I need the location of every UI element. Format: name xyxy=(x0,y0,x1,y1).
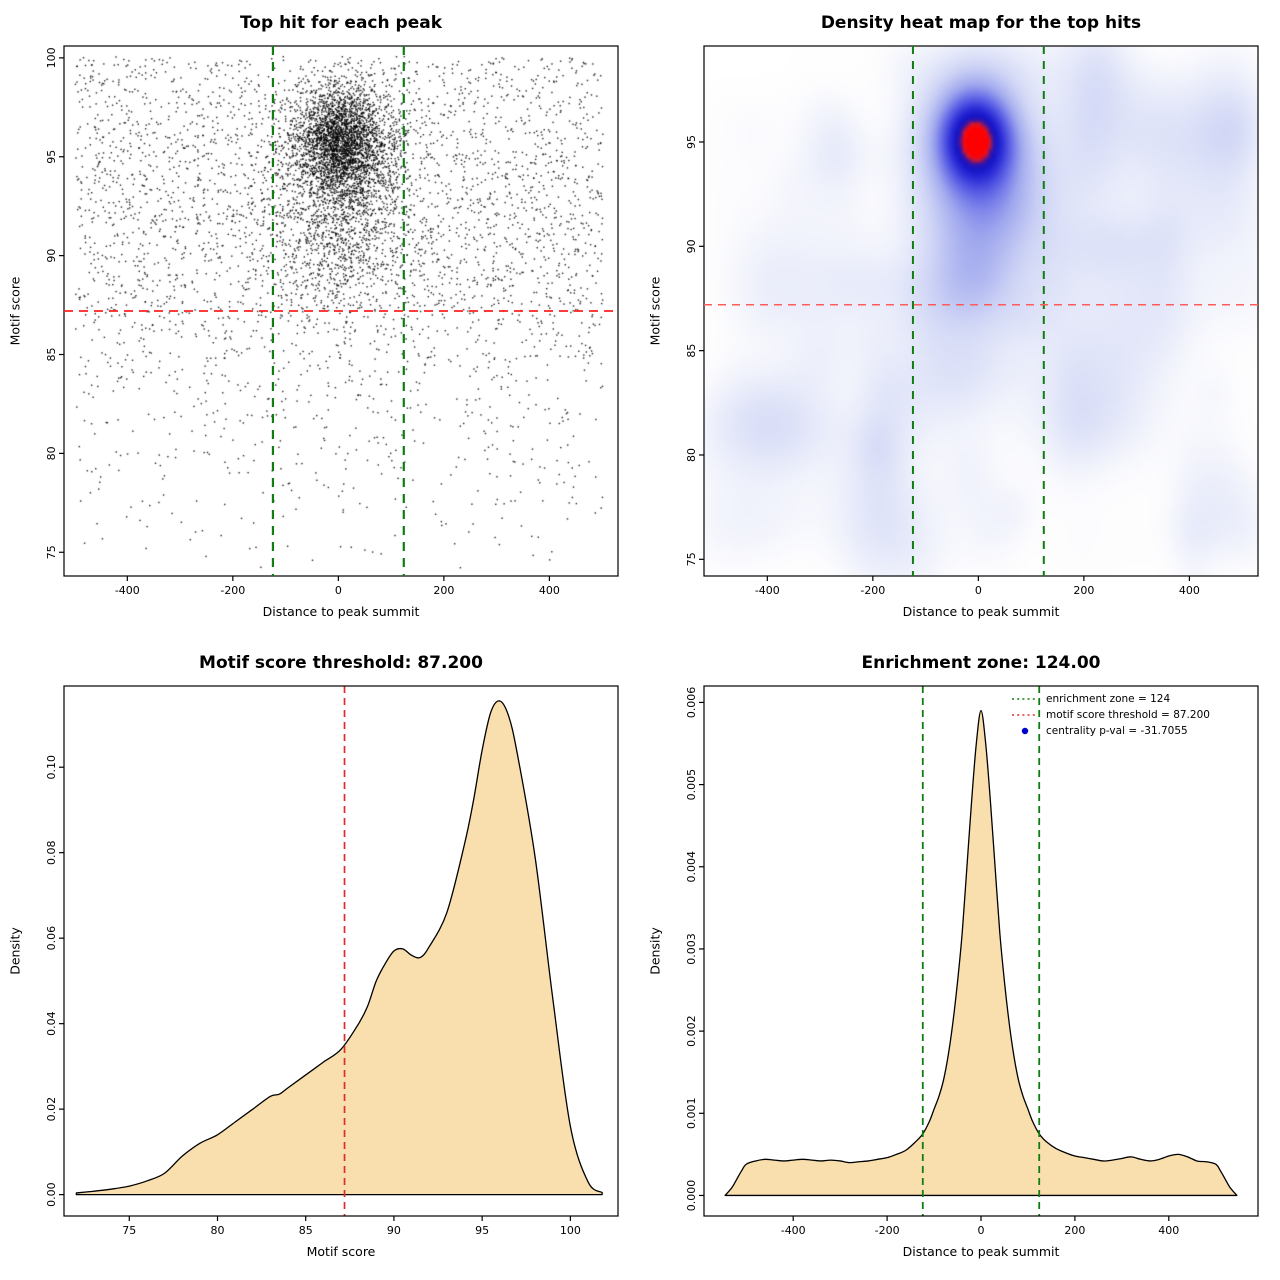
svg-text:400: 400 xyxy=(539,584,560,597)
svg-text:0.004: 0.004 xyxy=(685,851,698,883)
score-density-svg: 75 80 85 90 95 100 0.00 0.02 0.04 0.06 0.08 0.10 xyxy=(45,685,619,1237)
svg-text:100: 100 xyxy=(45,47,58,68)
y-axis-label: Density xyxy=(647,927,663,975)
svg-text:enrichment zone = 124: enrichment zone = 124 xyxy=(1046,693,1170,705)
svg-text:95: 95 xyxy=(45,150,58,164)
svg-text:200: 200 xyxy=(1064,1224,1085,1237)
x-axis-label: Distance to peak summit xyxy=(902,604,1060,619)
svg-text:85: 85 xyxy=(685,344,698,358)
svg-text:-400: -400 xyxy=(755,584,780,597)
svg-text:80: 80 xyxy=(45,446,58,460)
svg-text:80: 80 xyxy=(210,1224,224,1237)
svg-text:85: 85 xyxy=(45,348,58,362)
svg-text:motif score threshold = 87.200: motif score threshold = 87.200 xyxy=(1046,709,1210,721)
svg-text:400: 400 xyxy=(1179,584,1200,597)
svg-text:0.005: 0.005 xyxy=(685,769,698,801)
svg-text:-200: -200 xyxy=(860,584,885,597)
panel-summit-distance-density: Enrichment zone: 124.00 -400 -200 0 200 400 0… xyxy=(640,640,1280,1280)
svg-text:-200: -200 xyxy=(220,584,245,597)
svg-text:90: 90 xyxy=(685,239,698,253)
svg-text:80: 80 xyxy=(685,448,698,462)
panel-top-hit-scatter: Top hit for each peak -400 -200 0 200 400 75 8… xyxy=(0,0,640,640)
x-axis-label: Distance to peak summit xyxy=(262,604,420,619)
svg-text:0.000: 0.000 xyxy=(685,1180,698,1212)
svg-text:0: 0 xyxy=(978,1224,985,1237)
svg-text:200: 200 xyxy=(433,584,454,597)
svg-text:400: 400 xyxy=(1158,1224,1179,1237)
chart-title: Density heat map for the top hits xyxy=(820,13,1142,33)
svg-text:0.02: 0.02 xyxy=(45,1097,58,1122)
svg-text:0.001: 0.001 xyxy=(685,1098,698,1130)
distance-density-svg: -400 -200 0 200 400 0.000 0.001 0.002 0.003 0.004… xyxy=(685,685,1259,1237)
svg-text:0.08: 0.08 xyxy=(45,840,58,865)
y-axis-label: Motif score xyxy=(7,276,23,346)
svg-text:90: 90 xyxy=(387,1224,401,1237)
svg-text:-400: -400 xyxy=(115,584,140,597)
svg-text:0.002: 0.002 xyxy=(685,1015,698,1046)
svg-text:0.06: 0.06 xyxy=(45,926,58,951)
svg-text:centrality p-val = -31.7055: centrality p-val = -31.7055 xyxy=(1046,725,1188,737)
svg-text:75: 75 xyxy=(685,552,698,566)
svg-text:0.10: 0.10 xyxy=(45,755,58,780)
svg-text:100: 100 xyxy=(560,1224,581,1237)
svg-text:-200: -200 xyxy=(875,1224,900,1237)
heatmap-axes-svg: -400 -200 0 200 400 75 80 85 90 95 xyxy=(685,45,1259,597)
x-axis-label: Motif score xyxy=(306,1244,376,1259)
svg-text:90: 90 xyxy=(45,249,58,263)
chart-title: Enrichment zone: 124.00 xyxy=(861,653,1101,673)
svg-text:95: 95 xyxy=(475,1224,489,1237)
heatmap-canvas xyxy=(704,46,1258,576)
svg-text:0.006: 0.006 xyxy=(685,687,698,719)
svg-text:75: 75 xyxy=(122,1224,136,1237)
y-axis-label: Motif score xyxy=(647,276,663,346)
scatter-axes-svg: -400 -200 0 200 400 75 80 85 90 95 100 xyxy=(45,45,619,597)
svg-text:0.04: 0.04 xyxy=(45,1011,58,1036)
svg-text:85: 85 xyxy=(299,1224,313,1237)
chart-title: Motif score threshold: 87.200 xyxy=(199,653,483,673)
svg-text:0: 0 xyxy=(335,584,342,597)
svg-text:95: 95 xyxy=(685,135,698,149)
svg-text:0.003: 0.003 xyxy=(685,933,698,965)
svg-text:0.00: 0.00 xyxy=(45,1182,58,1207)
svg-text:75: 75 xyxy=(45,545,58,559)
chart-title: Top hit for each peak xyxy=(239,13,443,33)
svg-text:-400: -400 xyxy=(781,1224,806,1237)
panel-motif-score-density: Motif score threshold: 87.200 75 80 85 90 95… xyxy=(0,640,640,1280)
svg-text:0: 0 xyxy=(975,584,982,597)
panel-density-heatmap: Density heat map for the top hits -400 -2… xyxy=(640,0,1280,640)
x-axis-label: Distance to peak summit xyxy=(902,1244,1060,1259)
svg-text:200: 200 xyxy=(1073,584,1094,597)
y-axis-label: Density xyxy=(7,927,23,975)
